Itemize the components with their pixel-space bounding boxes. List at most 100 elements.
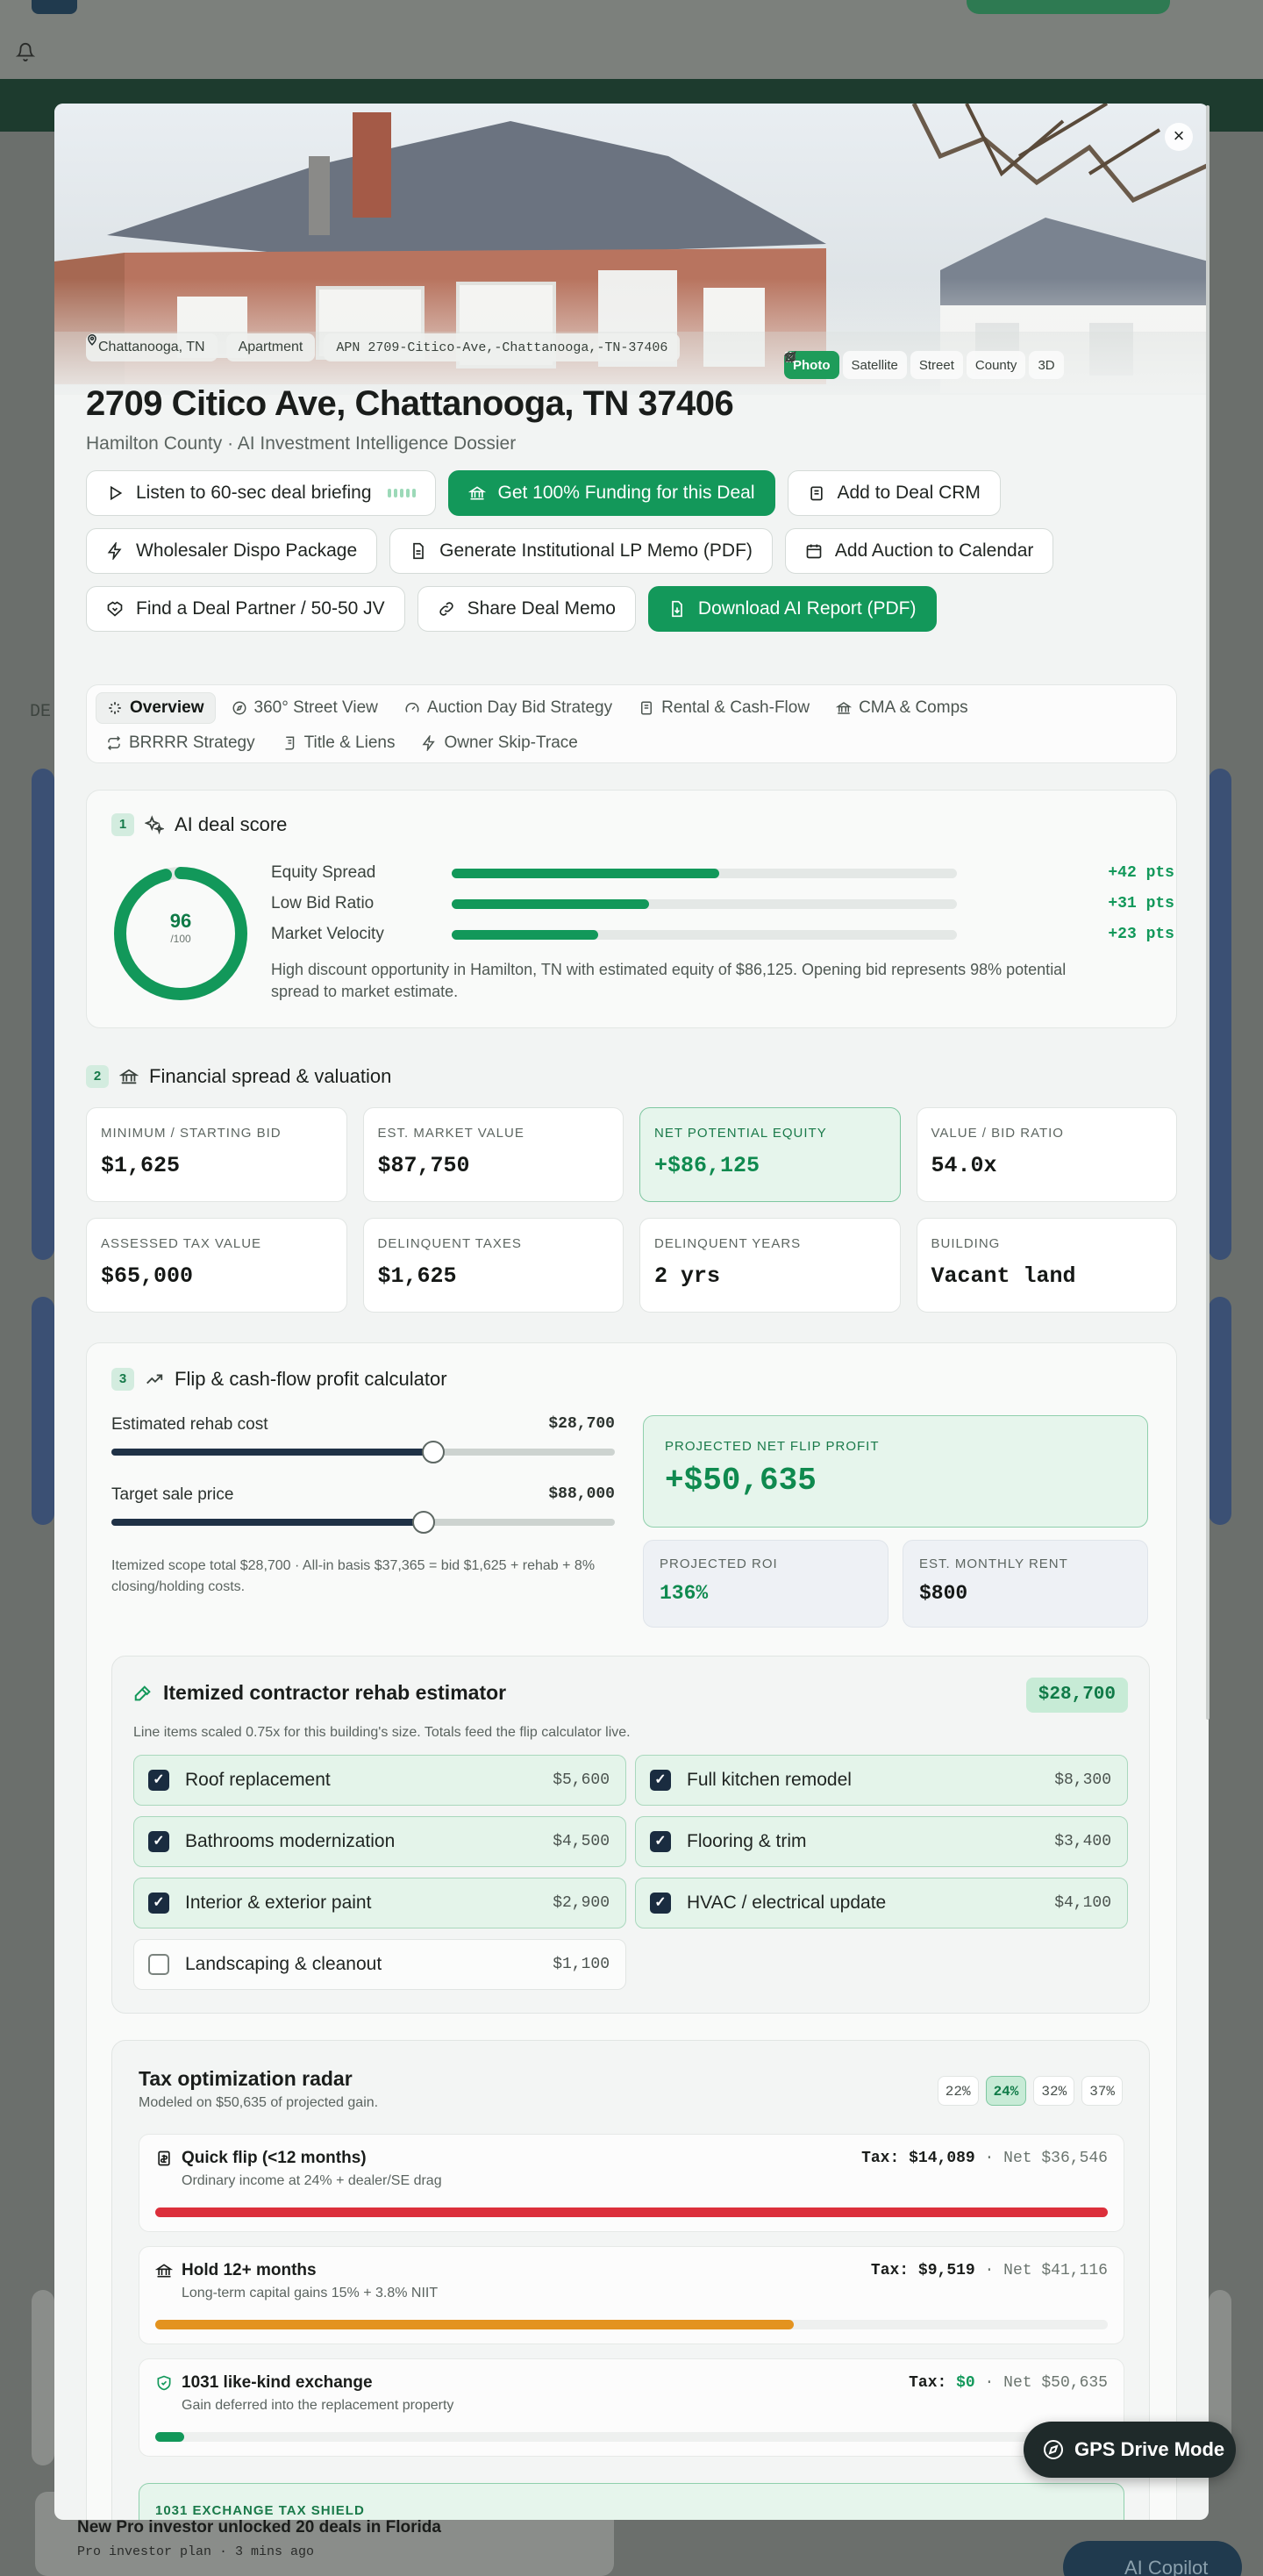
tax-scenario: Quick flip (<12 months) Tax: $14,089 · N…	[139, 2134, 1124, 2232]
rate-option[interactable]: 24%	[985, 2076, 1027, 2106]
shield-check-icon	[157, 2375, 171, 2391]
rehab-item[interactable]: ✓ Interior & exterior paint $2,900	[133, 1878, 626, 1928]
sale-price-slider: Target sale price $88,000	[111, 1485, 615, 1534]
rehab-cost-track[interactable]	[111, 1441, 615, 1463]
checkbox-checked-icon[interactable]: ✓	[650, 1770, 671, 1791]
tab-title-liens-label: Title & Liens	[303, 733, 396, 752]
rate-option[interactable]: 37%	[1081, 2076, 1123, 2106]
action-buttons: Listen to 60-sec deal briefing Get 100% …	[86, 470, 1174, 644]
net-flip-profit: PROJECTED NET FLIP PROFIT +$50,635	[643, 1415, 1148, 1528]
checkbox-checked-icon[interactable]: ✓	[148, 1893, 169, 1914]
tab-rental[interactable]: Rental & Cash-Flow	[628, 692, 820, 724]
checkbox-unchecked-icon[interactable]: ✓	[148, 1954, 169, 1975]
ai-deal-score-card: 1 AI deal score 96 /100 Equity Spread +4…	[86, 790, 1177, 1028]
rehab-item[interactable]: ✓ Landscaping & cleanout $1,100	[133, 1939, 626, 1990]
profit-value: +$50,635	[665, 1463, 817, 1499]
calendar-icon	[806, 544, 822, 559]
view-3d[interactable]: 3D	[784, 351, 1064, 379]
location-chip-label: Chattanooga, TN	[98, 340, 205, 354]
close-button[interactable]: ×	[1165, 123, 1193, 151]
document-icon	[413, 542, 424, 560]
tab-street-view-label: 360° Street View	[253, 698, 378, 717]
lp-memo-button[interactable]: Generate Institutional LP Memo (PDF)	[389, 528, 773, 574]
compass-icon	[1044, 2440, 1063, 2459]
share-memo-button[interactable]: Share Deal Memo	[417, 586, 636, 632]
modal-scrollbar[interactable]	[1206, 105, 1209, 1720]
sparkles-icon	[109, 702, 121, 714]
play-icon	[111, 485, 123, 501]
tab-overview[interactable]: Overview	[96, 692, 216, 724]
score-factor: Equity Spread +42 pts	[271, 862, 1174, 884]
view-3d-label: 3D	[1038, 357, 1055, 373]
rate-option[interactable]: 32%	[1033, 2076, 1075, 2106]
financial-stats-grid: Minimum / Starting Bid $1,625 Est. Market…	[86, 1107, 1177, 1313]
stat-value: $1,625	[377, 1263, 457, 1289]
rehab-item[interactable]: ✓ Full kitchen remodel $8,300	[635, 1755, 1128, 1806]
checkbox-checked-icon[interactable]: ✓	[650, 1831, 671, 1852]
rehab-item[interactable]: ✓ Bathrooms modernization $4,500	[133, 1816, 626, 1867]
scenario-result: Tax: $14,089 · Net $36,546	[861, 2150, 1108, 2167]
stat-value: 2 yrs	[654, 1263, 721, 1289]
view-county[interactable]: County	[785, 351, 1026, 379]
flip-calculator-card: 3 Flip & cash-flow profit calculator Est…	[86, 1342, 1177, 2520]
rehab-item[interactable]: ✓ Roof replacement $5,600	[133, 1755, 626, 1806]
checkbox-checked-icon[interactable]: ✓	[148, 1831, 169, 1852]
find-partner-button[interactable]: Find a Deal Partner / 50-50 JV	[86, 586, 405, 632]
ai-copilot-button[interactable]: AI Copilot	[1063, 2541, 1242, 2576]
funding-button[interactable]: Get 100% Funding for this Deal	[447, 470, 775, 516]
add-to-crm-button[interactable]: Add to Deal CRM	[787, 470, 1001, 516]
projected-roi: PROJECTED ROI 136%	[643, 1540, 888, 1628]
tab-brrrr[interactable]: BRRRR Strategy	[96, 727, 266, 759]
view-satellite[interactable]: Satellite	[786, 351, 907, 379]
send-icon	[784, 351, 796, 363]
scenario-description: Long-term capital gains 15% + 3.8% NIIT	[182, 2286, 439, 2301]
listen-briefing-button[interactable]: Listen to 60-sec deal briefing	[86, 470, 436, 516]
factor-points: +42 pts	[1108, 864, 1174, 882]
rate-option[interactable]: 22%	[937, 2076, 979, 2106]
checkbox-checked-icon[interactable]: ✓	[650, 1893, 671, 1914]
repeat-icon	[107, 735, 121, 751]
scroll-icon	[285, 736, 294, 750]
bank-icon	[155, 2264, 173, 2278]
rehab-item-price: $5,600	[553, 1771, 610, 1789]
stat-label: Delinquent Years	[654, 1236, 802, 1251]
stat-label: Value / Bid Ratio	[931, 1126, 1064, 1141]
tab-bid-strategy[interactable]: Auction Day Bid Strategy	[394, 692, 623, 724]
download-report-button[interactable]: Download AI Report (PDF)	[647, 586, 937, 632]
factor-label: Market Velocity	[271, 925, 384, 943]
scenario-title: Hold 12+ months	[182, 2261, 317, 2279]
dispo-package-button[interactable]: Wholesaler Dispo Package	[86, 528, 378, 574]
score-ring	[114, 867, 247, 1000]
stat-delinquent-taxes: Delinquent Taxes $1,625	[362, 1218, 624, 1313]
rehab-item-price: $8,300	[1054, 1771, 1111, 1789]
scenario-net: $36,546	[1041, 2150, 1108, 2167]
exchange-tax-shield: 1031 EXCHANGE TAX SHIELD	[139, 2483, 1124, 2520]
section-number: 3	[111, 1368, 134, 1391]
add-auction-button[interactable]: Add Auction to Calendar	[784, 528, 1054, 574]
gps-drive-mode-label: GPS Drive Mode	[1074, 2438, 1225, 2460]
scenario-bar	[155, 2432, 1108, 2442]
rehab-item[interactable]: ✓ HVAC / electrical update $4,100	[635, 1878, 1128, 1928]
rehab-item-label: Interior & exterior paint	[185, 1893, 372, 1913]
property-dossier-modal: × Chattanooga, TN Apartment APN 2709-Cit…	[54, 104, 1209, 2520]
tab-street-view[interactable]: 360° Street View	[221, 692, 389, 724]
factor-label: Equity Spread	[271, 863, 376, 882]
checkbox-checked-icon[interactable]: ✓	[148, 1770, 169, 1791]
scenario-tax: $0	[956, 2374, 975, 2392]
view-street[interactable]: Street	[785, 351, 963, 379]
rehab-item[interactable]: ✓ Flooring & trim $3,400	[635, 1816, 1128, 1867]
tab-title-liens[interactable]: Title & Liens	[271, 727, 406, 759]
background-card	[32, 769, 54, 1260]
slider-handle[interactable]	[422, 1441, 446, 1463]
tab-skip-trace[interactable]: Owner Skip-Trace	[410, 727, 588, 759]
tab-cma[interactable]: CMA & Comps	[825, 692, 979, 724]
sale-price-track[interactable]	[111, 1511, 615, 1534]
gps-drive-mode-button[interactable]: GPS Drive Mode	[1024, 2422, 1236, 2478]
sale-price-label: Target sale price	[111, 1485, 234, 1504]
page-subtitle: Hamilton County · AI Investment Intellig…	[86, 433, 517, 454]
download-file-icon	[672, 600, 682, 618]
rehab-item-price: $4,500	[553, 1833, 610, 1850]
score-ring-arc	[114, 867, 247, 1000]
ai-deal-score-title: AI deal score	[175, 813, 288, 835]
slider-handle[interactable]	[411, 1511, 435, 1534]
